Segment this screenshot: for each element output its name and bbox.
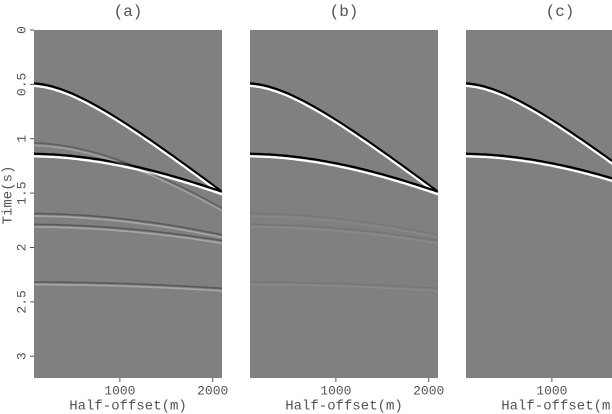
figure-body: (a)Half-offset(m)1000 200000.511.522.53Ti… <box>1 3 612 414</box>
x-tick-label: 2000 <box>197 383 228 398</box>
y-tick-label: 3 <box>14 352 29 360</box>
y-tick-label: 1 <box>14 135 29 143</box>
reflection-light <box>250 215 438 239</box>
panel-image <box>34 30 222 378</box>
reflection-light <box>250 84 438 196</box>
y-tick-label: 1.5 <box>14 181 29 204</box>
panel: (a) Half-offset(m)1000 2000 0 0.5 1 1.5 2 2.5 3 Ti… <box>1 3 229 414</box>
x-tick-label: 2000 <box>413 383 444 398</box>
reflection-dark <box>34 142 222 209</box>
reflection-light <box>34 283 222 292</box>
panel-image <box>250 30 438 378</box>
reflection-light <box>34 226 222 245</box>
reflection-dark <box>250 281 438 290</box>
reflection-dark <box>34 223 222 242</box>
reflection-light <box>250 155 438 196</box>
y-tick-label: 2.5 <box>14 290 29 313</box>
reflection-light <box>34 144 222 212</box>
reflection-light <box>250 283 438 292</box>
reflection-light <box>466 84 612 165</box>
reflection-light <box>34 84 222 196</box>
reflection-light <box>34 215 222 239</box>
reflection-dark <box>466 82 612 163</box>
x-axis-label: Half-offset(m) <box>501 399 612 414</box>
x-tick-label: 1000 <box>536 383 567 398</box>
reflection-dark <box>250 82 438 193</box>
x-tick-label: 1000 <box>104 383 135 398</box>
y-tick-label: 2 <box>14 244 29 252</box>
reflection-light <box>466 155 612 182</box>
reflection-light <box>34 155 222 196</box>
reflection-dark <box>34 152 222 193</box>
events <box>34 82 222 292</box>
panel: (b) Half-offset(m)1000 2000 <box>250 3 444 414</box>
panel-title: (b) <box>330 3 359 21</box>
reflection-dark <box>34 281 222 290</box>
reflection-light <box>250 226 438 245</box>
reflection-dark <box>466 152 612 180</box>
x-tick-label: 1000 <box>320 383 351 398</box>
reflection-dark <box>34 82 222 193</box>
panel-title: (a) <box>114 3 143 21</box>
events <box>250 82 438 292</box>
panel-title: (c) <box>546 3 575 21</box>
x-axis-label: Half-offset(m) <box>285 399 403 414</box>
reflection-dark <box>250 152 438 193</box>
y-tick-label: 0 <box>14 26 29 34</box>
y-tick-label: 0.5 <box>14 73 29 96</box>
y-axis-label: Time(s) <box>1 166 17 225</box>
events <box>466 82 612 182</box>
x-axis-label: Half-offset(m) <box>69 399 187 414</box>
reflection-dark <box>250 223 438 242</box>
reflection-dark <box>34 212 222 236</box>
panel-image <box>466 30 612 378</box>
reflection-dark <box>250 212 438 236</box>
